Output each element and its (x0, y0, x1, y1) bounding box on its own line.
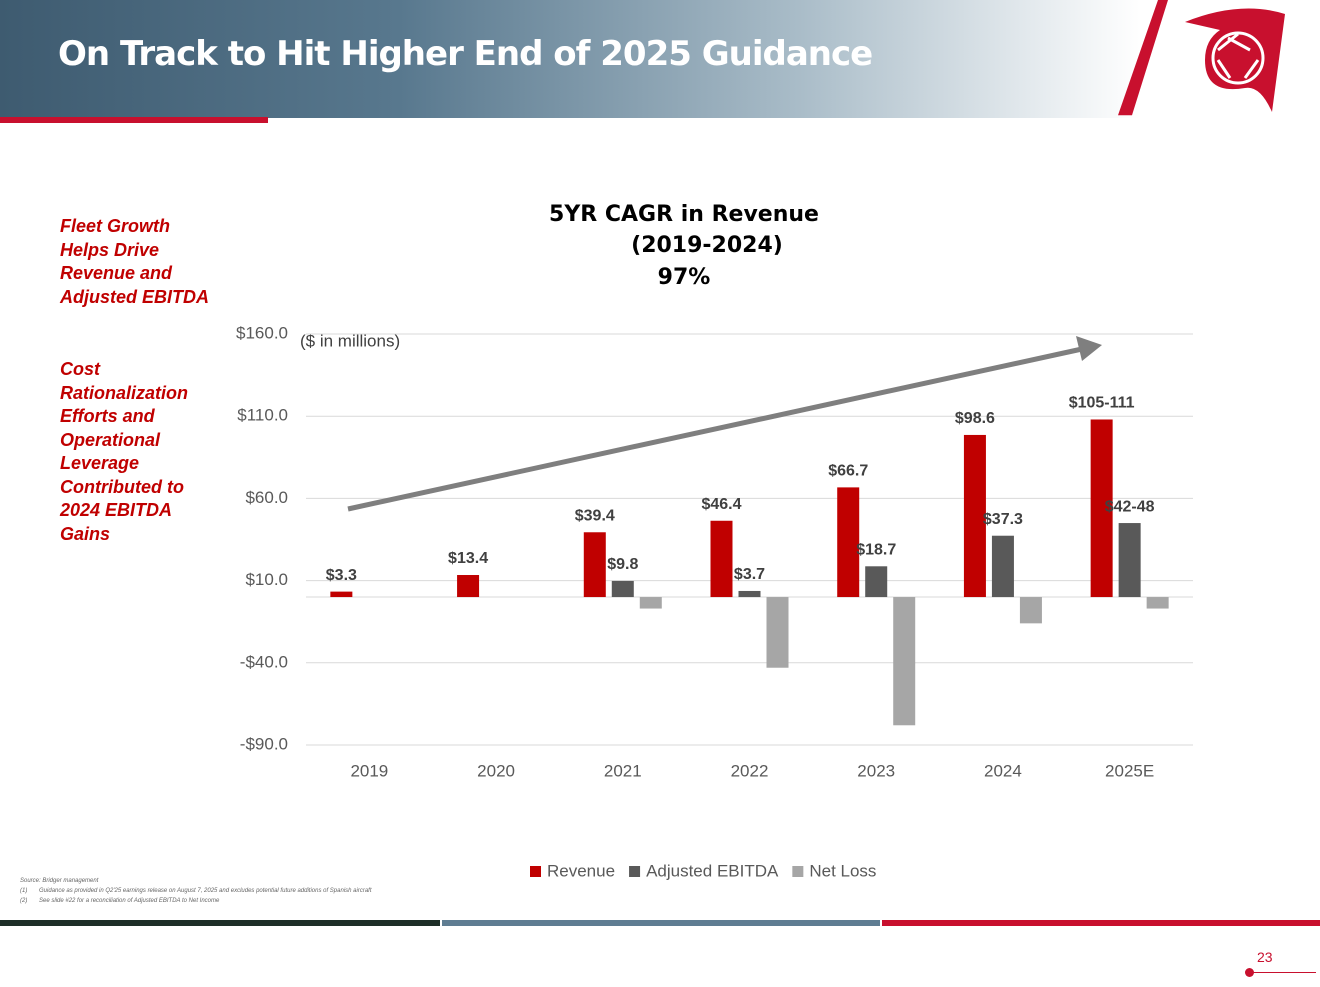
logo (1118, 0, 1285, 116)
data-label: $39.4 (575, 507, 615, 524)
bar (766, 597, 789, 668)
y-tick-label: $110.0 (237, 406, 288, 425)
data-label: $13.4 (448, 550, 488, 567)
y-tick-label: -$40.0 (240, 652, 288, 671)
legend-swatch (530, 866, 541, 877)
arrow-head (1076, 336, 1102, 361)
data-label: $46.4 (701, 496, 741, 513)
stripe (0, 920, 440, 926)
legend-label: Net Loss (809, 861, 876, 880)
footnote: (2) See slide #22 for a reconciliation o… (20, 896, 372, 906)
data-label: $3.7 (734, 566, 765, 583)
footnote-text: See slide #22 for a reconciliation of Ad… (39, 898, 220, 904)
y-tick-label: -$90.0 (240, 734, 288, 753)
bar (1146, 597, 1169, 609)
data-label: $66.7 (828, 463, 868, 480)
header: On Track to Hit Higher End of 2025 Guida… (0, 0, 1140, 118)
footnote-num: (2) (20, 898, 28, 904)
trend-arrow (347, 346, 1083, 512)
data-label: $3.3 (326, 567, 357, 584)
x-tick-label: 2019 (350, 761, 388, 780)
stripe (882, 920, 1320, 926)
bar (583, 532, 606, 598)
bar (837, 487, 860, 598)
title: On Track to Hit Higher End of 2025 Guida… (58, 34, 873, 74)
bar (457, 575, 480, 598)
annotation: 97% (658, 265, 711, 290)
data-label: $98.6 (955, 410, 995, 427)
page-dot (1245, 968, 1254, 977)
legend-label: Adjusted EBITDA (646, 861, 779, 880)
x-tick-label: 2025E (1105, 761, 1154, 780)
chart: 5YR CAGR in Revenue (2019-2024) 97% ($ i… (236, 202, 1193, 880)
annotation: (2019-2024) (631, 233, 783, 258)
bar (1090, 419, 1113, 598)
bar (893, 597, 916, 726)
y-tick-label: $10.0 (245, 570, 288, 589)
annotation: ($ in millions) (300, 331, 400, 350)
legend-swatch (792, 866, 804, 877)
header-accent (0, 117, 268, 123)
x-tick-label: 2023 (857, 761, 895, 780)
bar (963, 434, 986, 598)
data-label: $105-111 (1069, 395, 1135, 412)
data-label: $9.8 (607, 556, 638, 573)
x-tick-label: 2024 (984, 761, 1022, 780)
x-tick-label: 2020 (477, 761, 515, 780)
sidebar-text: Fleet Growth Helps Drive Revenue and Adj… (60, 216, 210, 307)
footnote: (1) Guidance as provided in Q2'25 earnin… (20, 886, 372, 896)
page-rule (1250, 972, 1316, 973)
footnotes: Source: Bridger management (1) Guidance … (20, 876, 372, 906)
bar (639, 597, 662, 609)
page-number: 23 (1257, 949, 1273, 965)
footnote-text: Guidance as provided in Q2'25 earnings r… (39, 888, 372, 894)
bar (1019, 597, 1042, 624)
footnote-num: (1) (20, 888, 28, 894)
legend-swatch (629, 866, 641, 877)
y-tick-label: $160.0 (236, 323, 288, 342)
data-label: $42-48 (1105, 498, 1155, 515)
stripe (442, 920, 880, 926)
bar (611, 580, 634, 598)
data-label: $18.7 (856, 542, 896, 559)
sidebar-text: Cost Rationalization Efforts and Operati… (60, 359, 189, 544)
bar (710, 520, 733, 598)
bar (738, 590, 761, 598)
legend-label: Revenue (547, 861, 615, 880)
bar (1118, 523, 1141, 598)
data-label: $37.3 (983, 511, 1023, 528)
bar (330, 591, 353, 598)
x-tick-label: 2021 (604, 761, 642, 780)
y-tick-label: $60.0 (245, 488, 288, 507)
x-tick-label: 2022 (731, 761, 769, 780)
annotation: 5YR CAGR in Revenue (549, 202, 819, 227)
footnote: Source: Bridger management (20, 878, 99, 884)
bar (991, 535, 1014, 598)
bar (865, 566, 888, 598)
